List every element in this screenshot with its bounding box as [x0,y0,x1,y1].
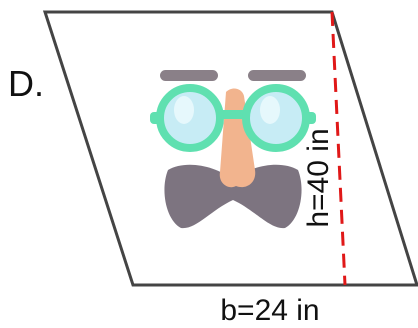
option-label: D. [8,63,44,104]
base-label: b=24 in [220,294,319,327]
diagram: D. h=40 in b=24 in [0,0,418,328]
height-label: h=40 in [302,128,335,227]
